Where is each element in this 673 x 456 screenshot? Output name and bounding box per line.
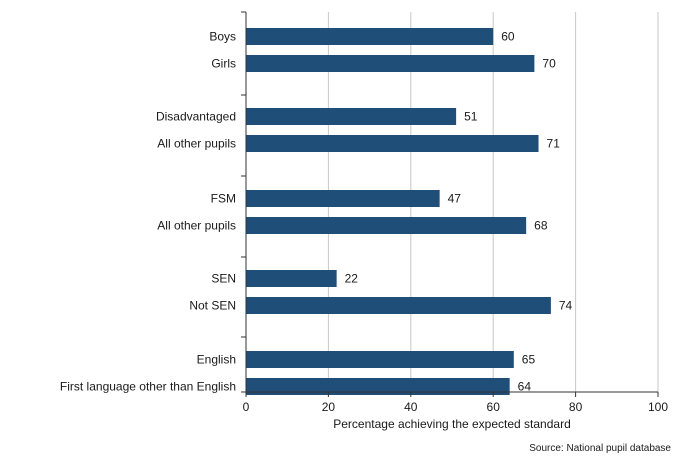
bar [246, 135, 539, 152]
bars [246, 28, 551, 395]
value-label: 51 [464, 110, 478, 124]
category-label: Disadvantaged [156, 110, 236, 124]
category-labels: Boys Girls Disadvantaged All other pupils FS… [60, 30, 236, 394]
category-label: SEN [211, 272, 236, 286]
x-tick-label: 80 [569, 400, 583, 414]
bar [246, 108, 457, 125]
gridlines [327, 12, 659, 392]
bar [246, 217, 527, 234]
bar [246, 190, 440, 207]
bar [246, 297, 551, 314]
x-tick-label: 0 [243, 400, 250, 414]
bar [246, 378, 510, 395]
value-labels: 60 70 51 71 47 68 22 74 65 64 [345, 30, 573, 394]
x-tick-label: 20 [322, 400, 336, 414]
category-label: Girls [211, 57, 236, 71]
category-label: FSM [211, 192, 236, 206]
category-label: English [197, 353, 236, 367]
category-label: All other pupils [157, 137, 236, 151]
x-axis-label: Percentage achieving the expected standa… [333, 417, 571, 431]
value-label: 22 [345, 272, 359, 286]
category-label: Boys [209, 30, 236, 44]
value-label: 64 [518, 380, 532, 394]
value-label: 71 [547, 137, 561, 151]
category-label: First language other than English [60, 380, 236, 394]
bar [246, 270, 337, 287]
x-axis: 0 20 40 60 80 100 [241, 11, 668, 414]
x-tick-label: 100 [648, 400, 668, 414]
source-note: Source: National pupil database [529, 443, 671, 454]
category-label: All other pupils [157, 219, 236, 233]
value-label: 47 [448, 192, 462, 206]
value-label: 60 [501, 30, 515, 44]
bar [246, 351, 514, 368]
bar [246, 28, 494, 45]
value-label: 68 [534, 219, 548, 233]
value-label: 70 [542, 57, 556, 71]
x-tick-label: 40 [404, 400, 418, 414]
x-tick-label: 60 [487, 400, 501, 414]
category-label: Not SEN [189, 299, 236, 313]
bar [246, 55, 535, 72]
value-label: 74 [559, 299, 573, 313]
value-label: 65 [522, 353, 536, 367]
